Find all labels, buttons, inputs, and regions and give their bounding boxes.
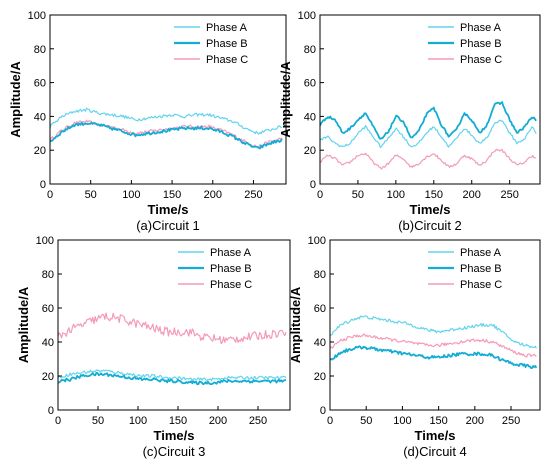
plot-frame xyxy=(57,239,291,411)
panel-caption: (a)Circuit 1 xyxy=(136,218,200,233)
x-tick-label: 200 xyxy=(466,415,484,427)
x-tick-label: 200 xyxy=(463,189,481,201)
series-line-phase-c xyxy=(330,333,537,358)
x-tick-label: 150 xyxy=(429,415,447,427)
y-tick-label: 100 xyxy=(308,235,326,247)
plot-frame xyxy=(329,239,541,411)
legend-label: Phase A xyxy=(460,247,502,259)
series-line-phase-a xyxy=(50,107,283,135)
series-line-phase-b xyxy=(320,101,537,140)
series-line-phase-c xyxy=(320,148,537,170)
y-tick-label: 0 xyxy=(310,179,316,191)
panel-caption: (d)Circuit 4 xyxy=(403,444,467,459)
x-tick-label: 0 xyxy=(327,415,333,427)
panel-1: 0 50 100 150 200 250 0 20 40 60 80 100 Time/s Amplitu… xyxy=(8,10,287,233)
series-line-phase-c xyxy=(50,119,283,148)
x-tick-label: 0 xyxy=(317,189,323,201)
x-tick-label: 0 xyxy=(55,415,61,427)
series-line-phase-a xyxy=(320,119,537,148)
x-tick-label: 250 xyxy=(244,189,262,201)
y-tick-label: 80 xyxy=(34,44,46,56)
x-axis-title: Time/s xyxy=(154,428,195,443)
series-line-phase-b xyxy=(330,345,538,369)
series-line-phase-c xyxy=(58,312,287,345)
x-tick-label: 150 xyxy=(169,415,187,427)
y-axis-title: Amplitude/A xyxy=(288,286,303,363)
legend-label: Phase C xyxy=(206,54,248,66)
legend-label: Phase C xyxy=(210,279,252,291)
legend-label: Phase B xyxy=(206,38,248,50)
legend-label: Phase C xyxy=(460,54,502,66)
x-tick-label: 50 xyxy=(360,415,372,427)
x-tick-label: 50 xyxy=(85,189,97,201)
y-tick-label: 80 xyxy=(304,44,316,56)
legend-label: Phase A xyxy=(460,22,502,34)
x-tick-label: 0 xyxy=(47,189,53,201)
panel-caption: (b)Circuit 2 xyxy=(398,218,462,233)
x-tick-label: 50 xyxy=(352,189,364,201)
y-axis-title: Amplitude/A xyxy=(16,286,31,363)
y-tick-label: 20 xyxy=(314,371,326,383)
series-line-phase-a xyxy=(330,315,537,349)
y-tick-label: 0 xyxy=(40,179,46,191)
y-tick-label: 40 xyxy=(42,337,54,349)
y-tick-label: 60 xyxy=(42,303,54,315)
legend-label: Phase B xyxy=(460,263,502,275)
y-tick-label: 80 xyxy=(314,269,326,281)
y-tick-label: 40 xyxy=(304,111,316,123)
panel-caption: (c)Circuit 3 xyxy=(143,444,206,459)
legend-label: Phase A xyxy=(210,247,252,259)
x-axis-title: Time/s xyxy=(415,428,456,443)
y-tick-label: 100 xyxy=(28,10,46,22)
y-tick-label: 60 xyxy=(314,303,326,315)
series-line-phase-a xyxy=(58,369,287,382)
y-tick-label: 0 xyxy=(320,405,326,417)
series-line-phase-b xyxy=(50,121,283,150)
x-axis-title: Time/s xyxy=(410,202,451,217)
x-tick-label: 100 xyxy=(393,415,411,427)
y-tick-label: 60 xyxy=(34,78,46,90)
y-tick-label: 20 xyxy=(34,145,46,157)
y-axis-title: Amplitude/A xyxy=(278,61,293,138)
panel-4: 0 50 100 150 200 250 0 20 40 60 80 100 Time/s Amplitu… xyxy=(288,235,541,459)
y-tick-label: 100 xyxy=(36,235,54,247)
legend-label: Phase B xyxy=(460,38,502,50)
legend-label: Phase B xyxy=(210,263,252,275)
y-tick-label: 40 xyxy=(34,111,46,123)
x-tick-label: 150 xyxy=(163,189,181,201)
legend-label: Phase A xyxy=(206,22,248,34)
x-tick-label: 200 xyxy=(204,189,222,201)
panel-2: 0 50 100 150 200 250 0 20 40 60 80 100 Time/s Amplitu… xyxy=(278,10,541,233)
y-tick-label: 100 xyxy=(298,10,316,22)
y-axis-title: Amplitude/A xyxy=(8,61,23,138)
x-tick-label: 250 xyxy=(500,189,518,201)
x-tick-label: 100 xyxy=(129,415,147,427)
x-tick-label: 100 xyxy=(122,189,140,201)
x-tick-label: 100 xyxy=(387,189,405,201)
x-tick-label: 250 xyxy=(502,415,520,427)
y-tick-label: 20 xyxy=(304,145,316,157)
y-tick-label: 40 xyxy=(314,337,326,349)
legend-label: Phase C xyxy=(460,279,502,291)
plot-frame xyxy=(49,14,287,185)
y-tick-label: 20 xyxy=(42,371,54,383)
plot-frame xyxy=(319,14,541,185)
y-tick-label: 60 xyxy=(304,78,316,90)
x-tick-label: 50 xyxy=(92,415,104,427)
x-tick-label: 200 xyxy=(209,415,227,427)
y-tick-label: 80 xyxy=(42,269,54,281)
x-tick-label: 250 xyxy=(249,415,267,427)
series-line-phase-b xyxy=(58,372,287,386)
panel-3: 0 50 100 150 200 250 0 20 40 60 80 100 Time/s Amplitu… xyxy=(16,235,291,459)
x-axis-title: Time/s xyxy=(148,202,189,217)
y-tick-label: 0 xyxy=(48,405,54,417)
x-tick-label: 150 xyxy=(425,189,443,201)
